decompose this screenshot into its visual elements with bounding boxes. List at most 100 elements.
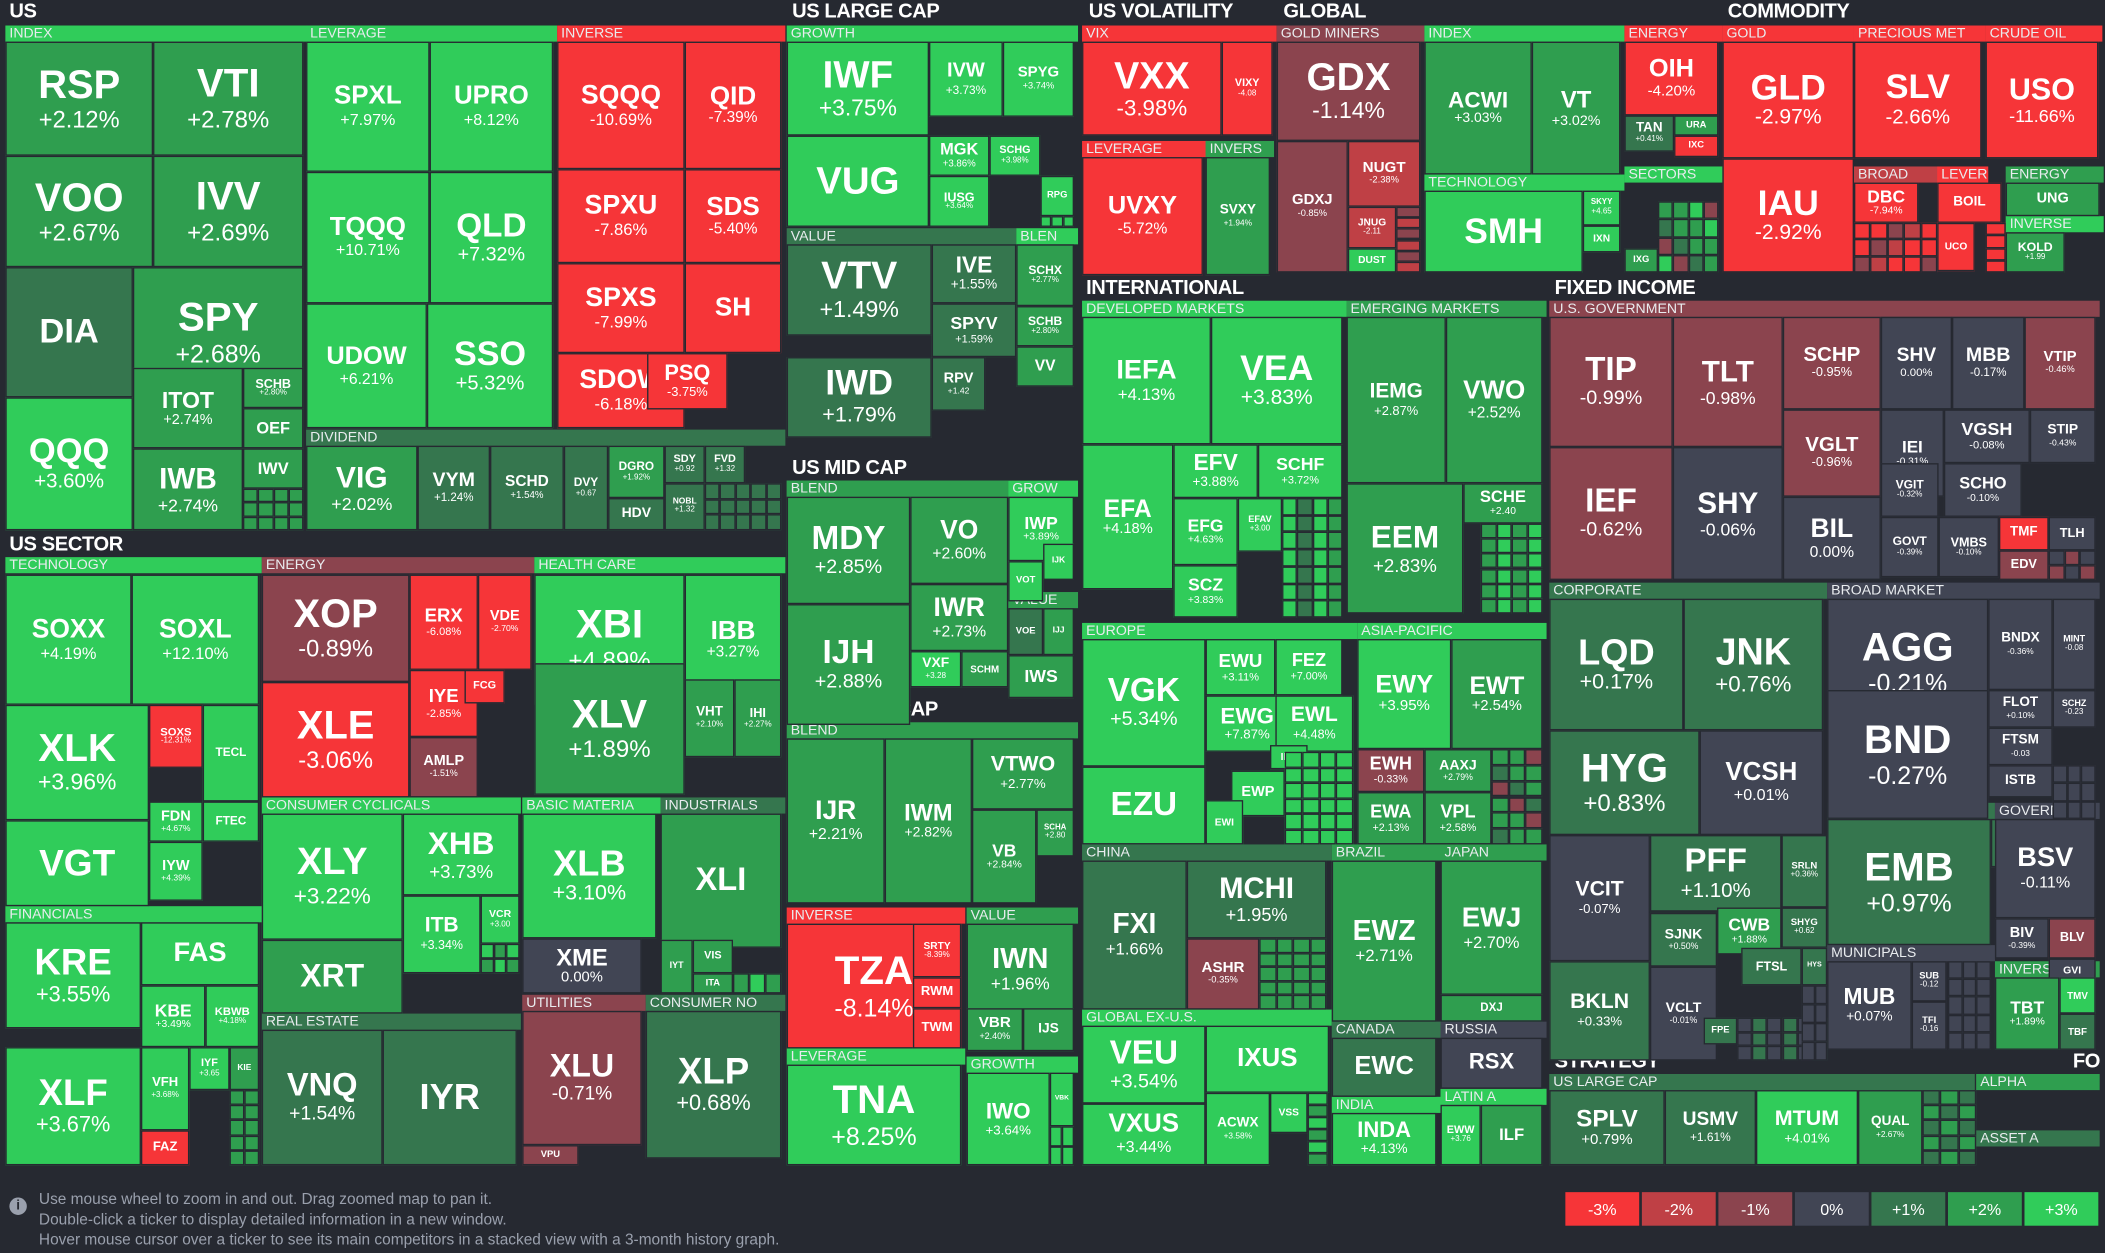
minor-ticker-cell[interactable] [258,488,274,503]
minor-ticker-cell[interactable] [1312,583,1328,601]
ticker-tile-schb[interactable]: SCHB +2.80% [242,367,304,409]
minor-ticker-cell[interactable] [1307,1116,1328,1130]
minor-ticker-cell[interactable] [2066,765,2082,784]
minor-ticker-cell[interactable] [1976,1032,1991,1050]
ticker-tile-efav[interactable]: EFAV +3.00 [1237,498,1283,552]
ticker-tile-schg[interactable]: SCHG +3.98% [989,135,1041,176]
minor-ticker-cell[interactable] [1767,1017,1783,1032]
minor-ticker-cell[interactable] [1508,812,1526,829]
minor-ticker-cell[interactable] [1480,553,1497,569]
ticker-tile-ewi[interactable]: EWI [1205,800,1244,845]
ticker-tile-spxs[interactable]: SPXS -7.99% [557,263,685,354]
minor-ticker-cell[interactable] [735,514,751,531]
minor-ticker-cell[interactable] [1061,1145,1074,1166]
minor-ticker-cell[interactable] [258,516,274,531]
ticker-tile-vmbs[interactable]: VMBS -0.10% [1938,516,1999,578]
ticker-tile-erx[interactable]: ERX -6.08% [409,574,478,670]
ticker-tile-mchi[interactable]: MCHI +1.95% [1186,860,1327,939]
minor-ticker-cell[interactable] [1297,566,1313,584]
minor-ticker-cell[interactable] [1336,782,1354,799]
minor-ticker-cell[interactable] [1940,1090,1959,1106]
minor-ticker-cell[interactable] [1292,995,1310,1010]
ticker-tile-vea[interactable]: VEA +3.83% [1210,316,1343,445]
minor-ticker-cell[interactable] [1284,798,1302,814]
minor-ticker-cell[interactable] [1940,1150,1959,1166]
minor-ticker-cell[interactable] [1508,796,1526,813]
ticker-tile-iwd[interactable]: IWD +1.79% [786,357,932,438]
ticker-tile-eww[interactable]: EWW +3.76 [1440,1104,1481,1166]
ticker-tile-ixn[interactable]: IXN [1582,225,1621,253]
ticker-tile-xop[interactable]: XOP -0.89% [261,574,410,682]
ticker-tile-fpe[interactable]: FPE [1703,1017,1738,1045]
minor-ticker-cell[interactable] [1309,995,1327,1010]
ticker-tile-efg[interactable]: EFG +4.63% [1173,498,1238,566]
minor-ticker-cell[interactable] [735,483,751,499]
minor-ticker-cell[interactable] [1496,523,1512,539]
minor-ticker-cell[interactable] [1703,201,1719,220]
minor-ticker-cell[interactable] [1307,1129,1328,1142]
ticker-tile-ive[interactable]: IVE +1.55% [931,244,1017,304]
ticker-tile-iwr[interactable]: IWR +2.73% [910,583,1009,652]
ticker-tile-schm[interactable]: SCHM [961,651,1009,688]
ticker-tile-schz[interactable]: SCHZ -0.23 [2052,690,2096,728]
ticker-tile-bndx[interactable]: BNDX -0.36% [1988,598,2053,691]
ticker-tile-ewj[interactable]: EWJ +2.70% [1440,860,1543,995]
ticker-tile-vwo[interactable]: VWO +2.52% [1445,316,1543,484]
ticker-tile-vcsh[interactable]: VCSH +0.01% [1699,730,1824,836]
minor-ticker-cell[interactable] [1947,996,1963,1015]
ticker-tile-gdx[interactable]: GDX -1.14% [1276,41,1421,141]
ticker-tile-hdv[interactable]: HDV [608,498,665,531]
ticker-tile-xlk[interactable]: XLK +3.96% [5,704,150,821]
minor-ticker-cell[interactable] [1903,239,1921,256]
minor-ticker-cell[interactable] [1976,961,1991,979]
minor-ticker-cell[interactable] [1496,568,1512,584]
ticker-tile-vtv[interactable]: VTV +1.49% [786,244,932,336]
minor-ticker-cell[interactable] [1276,966,1293,982]
ticker-tile-scz[interactable]: SCZ +3.83% [1173,565,1238,618]
minor-ticker-cell[interactable] [1282,566,1298,584]
minor-ticker-cell[interactable] [1922,1120,1941,1136]
ticker-tile-vtwo[interactable]: VTWO +2.77% [971,738,1074,810]
minor-ticker-cell[interactable] [1297,515,1313,533]
minor-ticker-cell[interactable] [1673,201,1689,220]
minor-ticker-cell[interactable] [1527,568,1543,584]
minor-ticker-cell[interactable] [1312,600,1328,618]
ticker-tile-shyg[interactable]: SHYG +0.62 [1781,907,1828,948]
minor-ticker-cell[interactable] [1525,780,1543,797]
ticker-tile-xhb[interactable]: XHB +3.73% [402,813,520,896]
ticker-tile-tlt[interactable]: TLT -0.98% [1672,316,1783,448]
minor-ticker-cell[interactable] [1282,583,1298,601]
minor-ticker-cell[interactable] [1853,239,1871,256]
minor-ticker-cell[interactable] [1688,236,1704,255]
minor-ticker-cell[interactable] [1480,598,1497,614]
minor-ticker-cell[interactable] [1282,532,1298,550]
minor-ticker-cell[interactable] [1282,498,1298,516]
minor-ticker-cell[interactable] [1259,981,1277,996]
minor-ticker-cell[interactable] [1049,1145,1062,1166]
ticker-tile-mub[interactable]: MUB +0.07% [1827,961,1912,1050]
ticker-tile-mint[interactable]: MINT -0.08 [2052,598,2096,691]
minor-ticker-cell[interactable] [1985,222,2006,236]
minor-ticker-cell[interactable] [1307,1153,1328,1166]
ticker-tile-istb[interactable]: ISTB [1988,765,2053,798]
minor-ticker-cell[interactable] [1947,1032,1963,1050]
minor-ticker-cell[interactable] [273,502,289,517]
ticker-tile-ivw[interactable]: IVW +3.73% [929,41,1003,117]
minor-ticker-cell[interactable] [1976,1014,1991,1033]
ticker-tile-ixg[interactable]: IXG [1624,248,1658,273]
ticker-tile-faz[interactable]: FAZ [140,1130,190,1166]
minor-ticker-cell[interactable] [1801,1041,1815,1061]
minor-ticker-cell[interactable] [288,502,304,517]
ticker-tile-iefa[interactable]: IEFA +4.13% [1082,316,1211,445]
minor-ticker-cell[interactable] [2052,801,2067,819]
ticker-tile-voe[interactable]: VOE [1008,608,1044,656]
minor-ticker-cell[interactable] [1327,532,1343,550]
minor-ticker-cell[interactable] [1297,532,1313,550]
minor-ticker-cell[interactable] [1307,1092,1328,1105]
ticker-tile-ewz[interactable]: EWZ +2.71% [1331,860,1437,1022]
minor-ticker-cell[interactable] [1276,952,1293,967]
minor-ticker-cell[interactable] [1887,222,1904,240]
minor-ticker-cell[interactable] [1480,538,1497,554]
ticker-tile-rpv[interactable]: RPV +1.42 [931,357,986,411]
minor-ticker-cell[interactable] [1396,239,1421,251]
